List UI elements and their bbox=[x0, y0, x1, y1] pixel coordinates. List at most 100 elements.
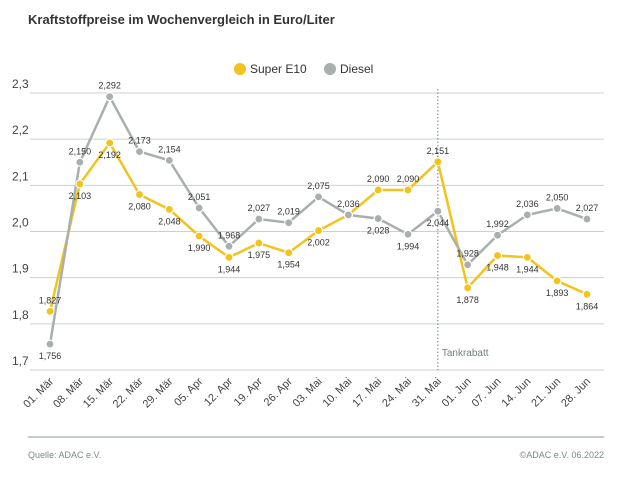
data-label: 2,036 bbox=[337, 199, 360, 209]
data-label: 1,954 bbox=[277, 260, 300, 270]
data-point bbox=[552, 276, 562, 286]
x-tick-label: 07. Jun bbox=[470, 376, 504, 410]
data-point bbox=[582, 289, 592, 299]
x-tick-label: 01. Mär bbox=[21, 375, 56, 410]
data-label: 2,036 bbox=[516, 199, 539, 209]
data-label: 1,944 bbox=[516, 264, 539, 274]
data-label: 2,292 bbox=[98, 81, 121, 91]
data-point bbox=[194, 231, 204, 241]
data-point bbox=[582, 214, 592, 224]
data-label: 1,827 bbox=[39, 295, 62, 305]
y-tick-label: 2,3 bbox=[12, 77, 29, 91]
data-label: 2,027 bbox=[248, 203, 271, 213]
x-tick-label: 03. Mai bbox=[291, 376, 325, 410]
data-point bbox=[463, 283, 473, 293]
data-point bbox=[373, 213, 383, 224]
data-point bbox=[224, 252, 234, 262]
x-tick-label: 15. Mär bbox=[81, 375, 116, 410]
x-tick-label: 17. Mai bbox=[350, 376, 384, 410]
data-label: 2,192 bbox=[98, 150, 121, 160]
data-label: 2,103 bbox=[69, 191, 92, 201]
x-tick-label: 01. Jun bbox=[440, 376, 474, 410]
data-label: 2,151 bbox=[427, 146, 450, 156]
data-label: 2,028 bbox=[367, 226, 390, 236]
data-label: 1,864 bbox=[576, 301, 599, 311]
data-point bbox=[254, 238, 264, 248]
data-point bbox=[522, 210, 532, 220]
legend-marker bbox=[324, 63, 336, 75]
data-label: 2,050 bbox=[546, 192, 569, 202]
data-point bbox=[403, 185, 413, 195]
y-tick-label: 2,2 bbox=[12, 123, 29, 137]
data-label: 2,075 bbox=[307, 181, 330, 191]
x-tick-label: 31. Mai bbox=[410, 376, 444, 410]
data-label: 2,080 bbox=[128, 202, 151, 212]
data-point bbox=[313, 225, 324, 236]
x-tick-label: 08. Mär bbox=[51, 375, 86, 410]
data-label: 2,173 bbox=[128, 136, 151, 146]
data-label: 1,994 bbox=[397, 241, 420, 251]
data-point bbox=[284, 248, 294, 258]
data-point bbox=[105, 92, 115, 102]
data-point bbox=[552, 203, 562, 214]
x-tick-label: 26. Apr bbox=[262, 375, 295, 408]
legend-label: Super E10 bbox=[250, 62, 307, 76]
data-point bbox=[433, 206, 443, 216]
data-point bbox=[313, 192, 324, 202]
data-point bbox=[403, 229, 413, 239]
data-label: 2,090 bbox=[397, 174, 420, 184]
data-label: 2,002 bbox=[307, 238, 330, 248]
data-label: 1,893 bbox=[546, 288, 569, 298]
data-point bbox=[492, 250, 503, 261]
data-label: 1,992 bbox=[486, 219, 509, 229]
data-label: 1,756 bbox=[39, 351, 62, 361]
data-point bbox=[45, 339, 55, 349]
data-label: 1,944 bbox=[218, 264, 241, 274]
data-point bbox=[254, 214, 264, 224]
data-point bbox=[224, 241, 234, 251]
data-point bbox=[463, 260, 473, 270]
x-tick-label: 12. Apr bbox=[202, 375, 235, 408]
y-tick-label: 1,9 bbox=[12, 262, 29, 276]
x-tick-label: 21. Jun bbox=[529, 376, 563, 410]
data-label: 2,051 bbox=[188, 192, 211, 202]
x-tick-label: 24. Mai bbox=[380, 376, 414, 410]
data-label: 2,090 bbox=[367, 174, 390, 184]
data-label: 1,928 bbox=[456, 249, 479, 259]
y-tick-label: 2,0 bbox=[12, 216, 29, 230]
x-tick-label: 19. Apr bbox=[232, 375, 265, 408]
data-point bbox=[134, 147, 145, 157]
data-point bbox=[492, 230, 503, 240]
annotation: Tankrabatt bbox=[442, 348, 489, 359]
data-label: 2,019 bbox=[277, 207, 300, 217]
data-label: 1,990 bbox=[188, 243, 211, 253]
data-point bbox=[194, 203, 204, 213]
data-point bbox=[373, 185, 383, 195]
x-tick-label: 28. Jun bbox=[559, 376, 593, 410]
data-point bbox=[433, 157, 443, 167]
x-tick-label: 10. Mai bbox=[320, 376, 354, 410]
data-point bbox=[75, 157, 85, 167]
x-tick-label: 29. Mär bbox=[141, 375, 176, 410]
data-point bbox=[343, 210, 353, 220]
data-label: 1,975 bbox=[248, 250, 271, 260]
data-point bbox=[522, 252, 532, 262]
data-point bbox=[75, 179, 85, 189]
y-tick-label: 1,7 bbox=[12, 354, 29, 368]
chart-title: Kraftstoffpreise im Wochenvergleich in E… bbox=[28, 12, 335, 27]
x-tick-label: 22. Mär bbox=[111, 375, 146, 410]
y-tick-label: 1,8 bbox=[12, 308, 29, 322]
data-label: 1,878 bbox=[456, 295, 479, 305]
data-point bbox=[164, 155, 174, 166]
data-label: 2,048 bbox=[158, 216, 181, 226]
x-tick-label: 05. Apr bbox=[172, 375, 205, 408]
data-label: 2,027 bbox=[576, 203, 599, 213]
source: Quelle: ADAC e.V. bbox=[28, 450, 101, 460]
data-point bbox=[105, 138, 115, 148]
y-tick-label: 2,1 bbox=[12, 169, 29, 183]
legend-marker bbox=[234, 63, 246, 75]
data-point bbox=[134, 189, 145, 200]
legend-label: Diesel bbox=[340, 62, 373, 76]
x-tick-label: 14. Jun bbox=[499, 376, 533, 410]
